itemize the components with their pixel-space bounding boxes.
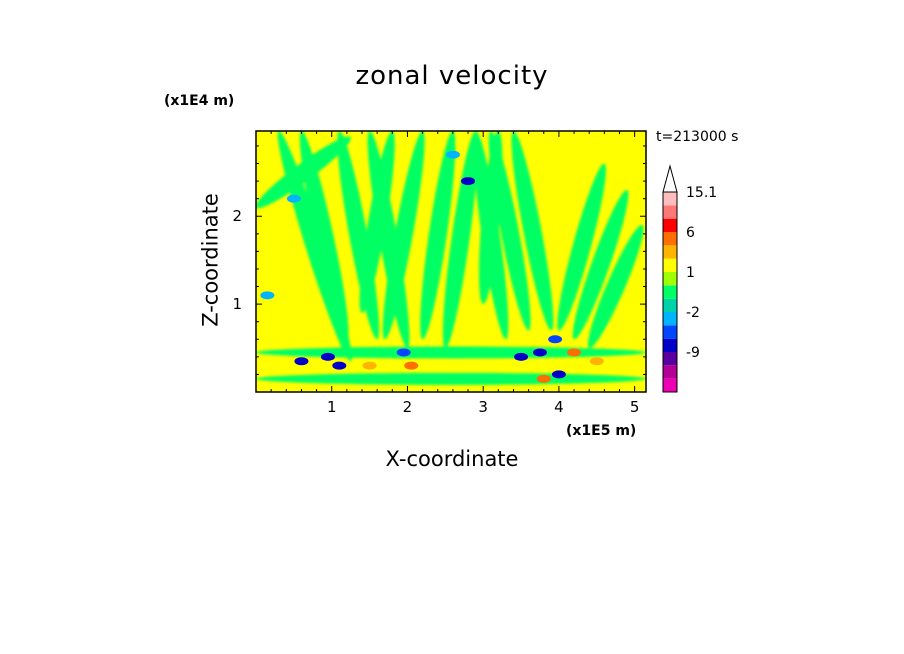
chart-title: zonal velocity (355, 61, 549, 91)
velocity-field (256, 131, 646, 392)
field-patch (551, 370, 566, 379)
colorbar-label: 15.1 (686, 185, 717, 201)
colorbar-segment (663, 272, 677, 286)
colorbar-segment (663, 352, 677, 366)
field-patch (286, 194, 301, 203)
field-band (572, 189, 629, 340)
y-axis-ticks: 12 (232, 145, 646, 375)
x-tick-label: 5 (630, 398, 640, 416)
field-band (473, 131, 509, 340)
field-patches (260, 150, 604, 383)
colorbar-segment (663, 325, 677, 339)
x-tick-label: 2 (403, 398, 413, 416)
x-axis-ticks: 1 2 3 4 5 (270, 131, 640, 416)
time-label: t=213000 s (656, 129, 739, 145)
field-patch (536, 374, 551, 383)
colorbar-segment (663, 258, 677, 272)
field-patch (589, 357, 604, 366)
colorbar-segment (663, 285, 677, 299)
field-patch (396, 348, 411, 357)
colorbar-segment (663, 218, 677, 232)
field-band (367, 131, 410, 349)
field-patch (461, 177, 476, 186)
x-tick-label: 4 (554, 398, 564, 416)
field-band (256, 372, 646, 385)
field-patch (294, 357, 309, 366)
field-band (299, 131, 349, 340)
x-axis-multiplier: (x1E5 m) (566, 423, 637, 439)
field-patch (362, 361, 377, 370)
field-bands (256, 131, 646, 385)
field-band (511, 131, 554, 331)
colorbar-segment (663, 205, 677, 219)
field-band (420, 131, 456, 340)
field-band (337, 131, 380, 340)
colorbar-segment (663, 365, 677, 379)
y-axis-multiplier: (x1E4 m) (164, 93, 235, 109)
y-tick-label: 1 (232, 295, 242, 313)
field-band (587, 224, 644, 349)
field-patch (548, 335, 563, 344)
field-band (442, 131, 479, 349)
colorbar-segment (663, 298, 677, 312)
x-axis-label: X-coordinate (385, 447, 519, 471)
field-band (557, 163, 606, 331)
colorbar-segment (663, 312, 677, 326)
colorbar-segment (663, 378, 677, 392)
field-band (256, 346, 646, 359)
colorbar-label: -9 (686, 345, 700, 361)
field-patch (332, 361, 347, 370)
colorbar-extend-arrow (662, 164, 678, 193)
colorbar-segment (663, 192, 677, 206)
plot-frame (255, 130, 647, 393)
y-tick-label: 2 (232, 207, 242, 225)
field-patch (260, 291, 275, 300)
x-tick-label: 3 (478, 398, 488, 416)
colorbar-label: 1 (686, 265, 695, 281)
field-band (488, 131, 531, 331)
field-patch (567, 348, 582, 357)
field-patch (404, 361, 419, 370)
colorbar-segment (663, 338, 677, 352)
colorbar-segment (663, 232, 677, 246)
x-tick-label: 1 (327, 398, 337, 416)
field-patch (445, 150, 460, 159)
colorbar-label: 6 (686, 225, 695, 241)
colorbar-label: -2 (686, 305, 700, 321)
colorbar: 15.1 6 1 -2 -9 (662, 164, 717, 393)
plot-border (255, 130, 647, 393)
field-patch (320, 352, 335, 361)
field-patch (532, 348, 547, 357)
colorbar-segment (663, 245, 677, 259)
field-patch (514, 352, 529, 361)
